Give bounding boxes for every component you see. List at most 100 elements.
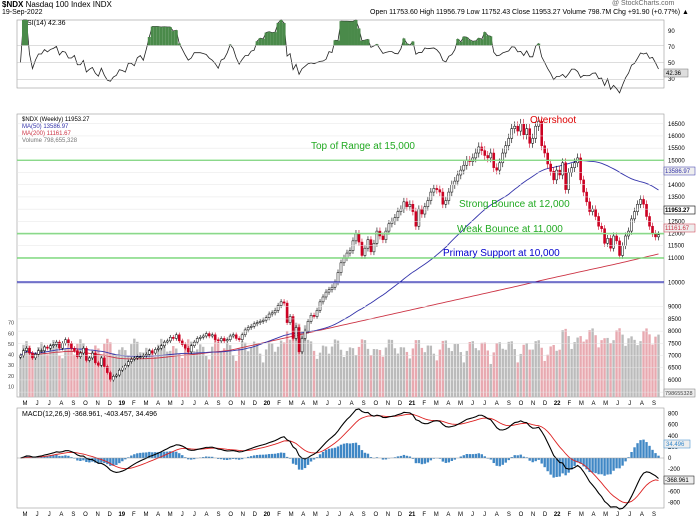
candle-body	[315, 310, 319, 317]
candle-body	[609, 238, 612, 249]
macd-histogram-bar	[258, 454, 262, 458]
candle-body	[540, 121, 543, 146]
candle-body	[204, 333, 208, 337]
macd-histogram-bar	[336, 446, 340, 458]
macd-histogram-bar	[558, 458, 561, 477]
x-tick-label: D	[108, 512, 113, 518]
rsi-last-label: 42.36	[666, 71, 682, 77]
volume-bar	[561, 330, 564, 397]
candle-body	[306, 321, 310, 332]
x-tick-label: F	[132, 512, 136, 518]
macd-histogram-bar	[375, 457, 379, 458]
annotation-top-of-range: Top of Range at 15,000	[311, 141, 415, 152]
volume-bar	[97, 348, 100, 397]
x-tick-label: J	[326, 401, 329, 407]
macd-histogram-bar	[136, 453, 139, 458]
volume-bar	[477, 350, 480, 397]
rsi-overbought-fill	[459, 41, 463, 46]
volume-bar	[588, 330, 591, 397]
macd-histogram-bar	[396, 456, 400, 458]
rsi-overbought-fill	[273, 32, 277, 46]
x-tick-label: J	[181, 512, 184, 518]
volume-bar	[58, 355, 61, 397]
candle-body	[330, 286, 334, 290]
volume-bar	[570, 348, 573, 397]
volume-bar	[636, 345, 639, 397]
candle-body	[147, 350, 151, 355]
rsi-overbought-fill	[264, 32, 268, 46]
volume-bar	[211, 346, 214, 397]
x-tick-label: A	[446, 401, 450, 407]
volume-bar	[393, 348, 397, 397]
x-tick-label: S	[71, 401, 75, 407]
candle-body	[465, 160, 469, 166]
candle-body	[531, 138, 534, 144]
macd-histogram-bar	[426, 458, 430, 463]
volume-bar	[333, 339, 337, 397]
macd-histogram-bar	[504, 458, 507, 463]
candle-body	[136, 356, 139, 359]
x-tick-label: M	[168, 401, 173, 407]
x-tick-label: J	[616, 512, 619, 518]
candle-body	[303, 330, 307, 339]
volume-bar	[471, 341, 474, 397]
exchange: INDX	[92, 0, 112, 9]
rsi-overbought-fill	[375, 44, 379, 46]
price-tick-label: 6500	[668, 366, 682, 372]
macd-histogram-bar	[82, 458, 85, 461]
candle-body	[630, 218, 633, 232]
volume-bar	[423, 352, 427, 397]
volume-bar	[399, 347, 403, 397]
volume-tick-label: 70	[8, 321, 14, 327]
macd-histogram-bar	[420, 458, 424, 465]
candle-body	[564, 162, 567, 190]
macd-tick-label: 600	[668, 423, 679, 429]
rsi-overbought-fill	[258, 38, 262, 46]
macd-histogram-bar	[163, 451, 166, 458]
volume-bar	[139, 352, 142, 397]
candle-body	[201, 335, 205, 338]
x-tick-label: J	[36, 512, 39, 518]
macd-histogram-bar	[327, 448, 331, 458]
volume-bar	[297, 323, 301, 397]
x-tick-label: M	[579, 401, 584, 407]
candle-body	[516, 125, 520, 132]
ma200-last-label: 11161.67	[665, 226, 690, 232]
macd-histogram-bar	[624, 458, 627, 462]
macd-histogram-bar	[76, 458, 79, 461]
macd-histogram-bar	[175, 451, 178, 458]
x-tick-label: A	[640, 512, 644, 518]
candle-body	[381, 235, 385, 240]
volume-bar	[654, 336, 657, 397]
candle-body	[495, 167, 499, 171]
price-tick-label: 14000	[668, 183, 685, 189]
candle-body	[174, 334, 178, 339]
macd-histogram-bar	[630, 451, 633, 458]
macd-histogram-bar	[333, 447, 337, 458]
volume-bar	[151, 351, 154, 397]
candle-body	[645, 204, 648, 217]
volume-bar	[145, 347, 148, 397]
candle-body	[450, 184, 454, 193]
macd-histogram-bar	[264, 454, 268, 458]
candle-body	[165, 340, 169, 343]
volume-bar	[495, 343, 498, 397]
rsi-overbought-fill	[276, 22, 280, 46]
volume-bar	[166, 351, 169, 397]
x-tick-label: N	[531, 401, 535, 407]
volume-bar	[52, 339, 55, 397]
x-tick-label: M	[289, 512, 294, 518]
candle-body	[213, 334, 217, 340]
candle-body	[432, 188, 436, 193]
volume-bar	[444, 340, 448, 397]
macd-histogram-bar	[303, 458, 307, 469]
macd-histogram-bar	[498, 458, 501, 467]
x-axis-labels-price: M J J A S O N D 19 F M A M J J A S O N D 20 F M A M J J A S O N D 21 F M A M…	[23, 401, 656, 407]
candle-body	[423, 206, 427, 215]
macd-histogram-bar	[64, 455, 67, 458]
volume-bar	[414, 340, 418, 397]
volume-bar	[100, 355, 103, 397]
macd-histogram-bar	[351, 443, 355, 458]
volume-bar	[55, 344, 58, 397]
x-tick-label: S	[362, 512, 366, 518]
